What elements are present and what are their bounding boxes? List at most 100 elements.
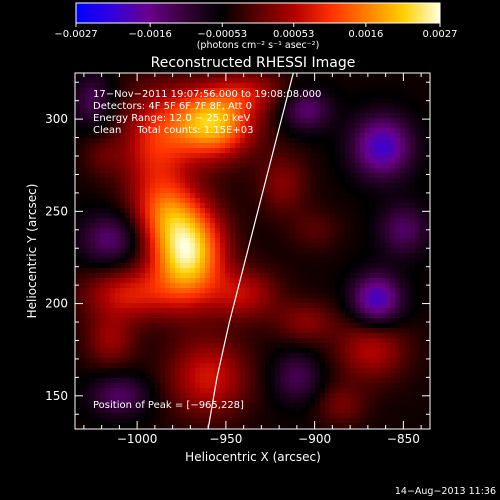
heatmap-cell xyxy=(310,268,316,274)
heatmap-cell xyxy=(90,103,96,109)
heatmap-cell xyxy=(200,238,206,244)
heatmap-cell xyxy=(100,143,106,149)
heatmap-cell xyxy=(115,288,121,294)
heatmap-cell xyxy=(85,423,91,429)
heatmap-cell xyxy=(145,278,151,284)
heatmap-cell xyxy=(110,133,116,139)
heatmap-cell xyxy=(145,88,151,94)
heatmap-cell xyxy=(205,358,211,364)
heatmap-cell xyxy=(335,148,341,154)
heatmap-cell xyxy=(360,313,366,319)
heatmap-cell xyxy=(420,148,426,154)
heatmap-cell xyxy=(265,193,271,199)
heatmap-cell xyxy=(110,198,116,204)
heatmap-cell xyxy=(275,148,281,154)
heatmap-cell xyxy=(365,303,371,309)
heatmap-cell xyxy=(345,173,351,179)
heatmap-cell xyxy=(325,238,331,244)
heatmap-cell xyxy=(240,233,246,239)
heatmap-cell xyxy=(135,348,141,354)
heatmap-cell xyxy=(215,128,221,134)
heatmap-cell xyxy=(410,233,416,239)
heatmap-cell xyxy=(385,253,391,259)
heatmap-cell xyxy=(120,358,126,364)
heatmap-cell xyxy=(305,298,311,304)
heatmap-cell xyxy=(320,163,326,169)
heatmap-cell xyxy=(295,273,301,279)
heatmap-cell xyxy=(145,138,151,144)
heatmap-cell xyxy=(215,123,221,129)
heatmap-cell xyxy=(150,378,156,384)
heatmap-cell xyxy=(260,93,266,99)
heatmap-cell xyxy=(220,213,226,219)
heatmap-cell xyxy=(110,258,116,264)
heatmap-cell xyxy=(100,313,106,319)
heatmap-cell xyxy=(265,103,271,109)
heatmap-cell xyxy=(85,298,91,304)
heatmap-cell xyxy=(120,148,126,154)
heatmap-cell xyxy=(120,273,126,279)
heatmap-cell xyxy=(385,368,391,374)
heatmap-cell xyxy=(345,398,351,404)
heatmap-cell xyxy=(340,238,346,244)
heatmap-cell xyxy=(85,283,91,289)
heatmap-cell xyxy=(175,368,181,374)
heatmap-cell xyxy=(315,403,321,409)
heatmap-cell xyxy=(135,323,141,329)
heatmap-cell xyxy=(220,243,226,249)
heatmap-cell xyxy=(400,73,406,79)
heatmap-cell xyxy=(250,143,256,149)
heatmap-cell xyxy=(305,203,311,209)
heatmap-cell xyxy=(325,383,331,389)
heatmap-cell xyxy=(210,188,216,194)
heatmap-cell xyxy=(305,168,311,174)
heatmap-cell xyxy=(270,348,276,354)
heatmap-cell xyxy=(240,323,246,329)
heatmap-cell xyxy=(390,368,396,374)
heatmap-cell xyxy=(325,393,331,399)
heatmap-cell xyxy=(400,283,406,289)
heatmap-cell xyxy=(180,103,186,109)
heatmap-cell xyxy=(315,398,321,404)
heatmap-cell xyxy=(360,373,366,379)
heatmap-cell xyxy=(130,93,136,99)
heatmap-cell xyxy=(290,373,296,379)
heatmap-cell xyxy=(390,248,396,254)
heatmap-cell xyxy=(140,148,146,154)
heatmap-cell xyxy=(300,78,306,84)
heatmap-cell xyxy=(270,218,276,224)
heatmap-cell xyxy=(305,248,311,254)
heatmap-cell xyxy=(420,343,426,349)
heatmap-cell xyxy=(85,198,91,204)
heatmap-cell xyxy=(295,323,301,329)
heatmap-cell xyxy=(390,188,396,194)
heatmap-cell xyxy=(325,103,331,109)
heatmap-cell xyxy=(350,138,356,144)
heatmap-cell xyxy=(185,358,191,364)
heatmap-cell xyxy=(360,393,366,399)
heatmap-cell xyxy=(295,383,301,389)
heatmap-cell xyxy=(140,283,146,289)
heatmap-cell xyxy=(275,303,281,309)
heatmap-cell xyxy=(180,393,186,399)
heatmap-cell xyxy=(140,318,146,324)
heatmap-cell xyxy=(90,203,96,209)
heatmap-cell xyxy=(360,358,366,364)
heatmap-cell xyxy=(305,143,311,149)
heatmap-cell xyxy=(130,158,136,164)
heatmap-cell xyxy=(200,338,206,344)
heatmap-cell xyxy=(235,128,241,134)
heatmap-cell xyxy=(285,98,291,104)
heatmap-cell xyxy=(120,173,126,179)
heatmap-cell xyxy=(165,278,171,284)
heatmap-cell xyxy=(280,98,286,104)
heatmap-cell xyxy=(405,183,411,189)
heatmap-cell xyxy=(310,338,316,344)
heatmap-cell xyxy=(260,263,266,269)
heatmap-cell xyxy=(175,268,181,274)
heatmap-cell xyxy=(300,163,306,169)
heatmap-cell xyxy=(260,143,266,149)
heatmap-cell xyxy=(270,403,276,409)
heatmap-cell xyxy=(220,218,226,224)
heatmap-cell xyxy=(260,233,266,239)
